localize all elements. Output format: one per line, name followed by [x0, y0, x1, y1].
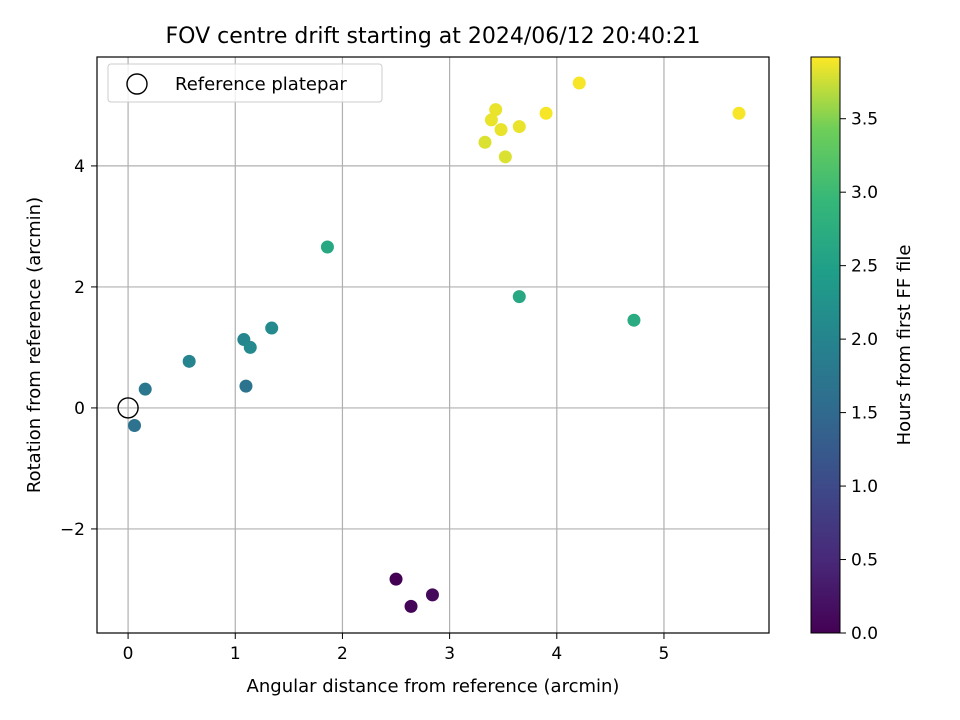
x-tick-label: 1 [230, 644, 241, 664]
x-tick-label: 3 [444, 644, 455, 664]
data-point [484, 113, 498, 127]
data-point [512, 120, 526, 134]
colorbar [810, 56, 841, 634]
data-point [243, 340, 257, 354]
data-point [425, 588, 439, 602]
data-point [389, 572, 403, 586]
legend: Reference platepar [107, 63, 383, 103]
y-tick-label: −2 [60, 520, 85, 540]
colorbar-tick-label: 3.5 [851, 110, 878, 130]
y-axis-label: Rotation from reference (arcmin) [24, 197, 45, 493]
data-point [404, 599, 418, 613]
x-tick-label: 4 [551, 644, 562, 664]
y-tick-label: 2 [74, 278, 85, 298]
colorbar-tick-label: 2.0 [851, 330, 878, 350]
data-point [494, 123, 508, 137]
colorbar-tick-label: 0.0 [851, 624, 878, 644]
x-tick-label: 2 [337, 644, 348, 664]
data-point [572, 76, 586, 90]
data-point [182, 354, 196, 368]
data-point [512, 290, 526, 304]
colorbar-ticks: 0.0 0.5 1.0 1.5 2.0 2.5 3.0 3.5 [840, 110, 878, 644]
colorbar-tick-label: 1.5 [851, 404, 878, 424]
x-axis-ticks: 0 1 2 3 4 5 [123, 633, 670, 664]
x-axis-label: Angular distance from reference (arcmin) [247, 676, 620, 697]
data-point [732, 106, 746, 120]
colorbar-tick-label: 2.5 [851, 257, 878, 277]
data-point [478, 135, 492, 149]
plot-frame [96, 56, 770, 634]
chart-title: FOV centre drift starting at 2024/06/12 … [166, 24, 701, 49]
data-point [627, 313, 641, 327]
data-point [498, 150, 512, 164]
grid-lines [97, 57, 769, 633]
reference-platepar-marker [117, 397, 139, 419]
data-point [539, 106, 553, 120]
data-points [117, 76, 746, 613]
colorbar-label: Hours from first FF file [894, 245, 915, 446]
data-point [265, 321, 279, 335]
data-point [320, 240, 334, 254]
y-tick-label: 4 [74, 157, 85, 177]
colorbar-tick-label: 1.0 [851, 477, 878, 497]
y-tick-label: 0 [74, 399, 85, 419]
legend-label-reference: Reference platepar [175, 74, 347, 95]
data-point [138, 382, 152, 396]
y-axis-ticks: −2 0 2 4 [60, 157, 97, 540]
legend-box [107, 63, 383, 103]
data-point [239, 379, 253, 393]
legend-marker-reference [126, 73, 148, 95]
data-point [128, 418, 142, 432]
x-tick-label: 5 [659, 644, 670, 664]
colorbar-tick-label: 0.5 [851, 551, 878, 571]
x-tick-label: 0 [123, 644, 134, 664]
data-point [489, 103, 503, 117]
colorbar-tick-label: 3.0 [851, 183, 878, 203]
